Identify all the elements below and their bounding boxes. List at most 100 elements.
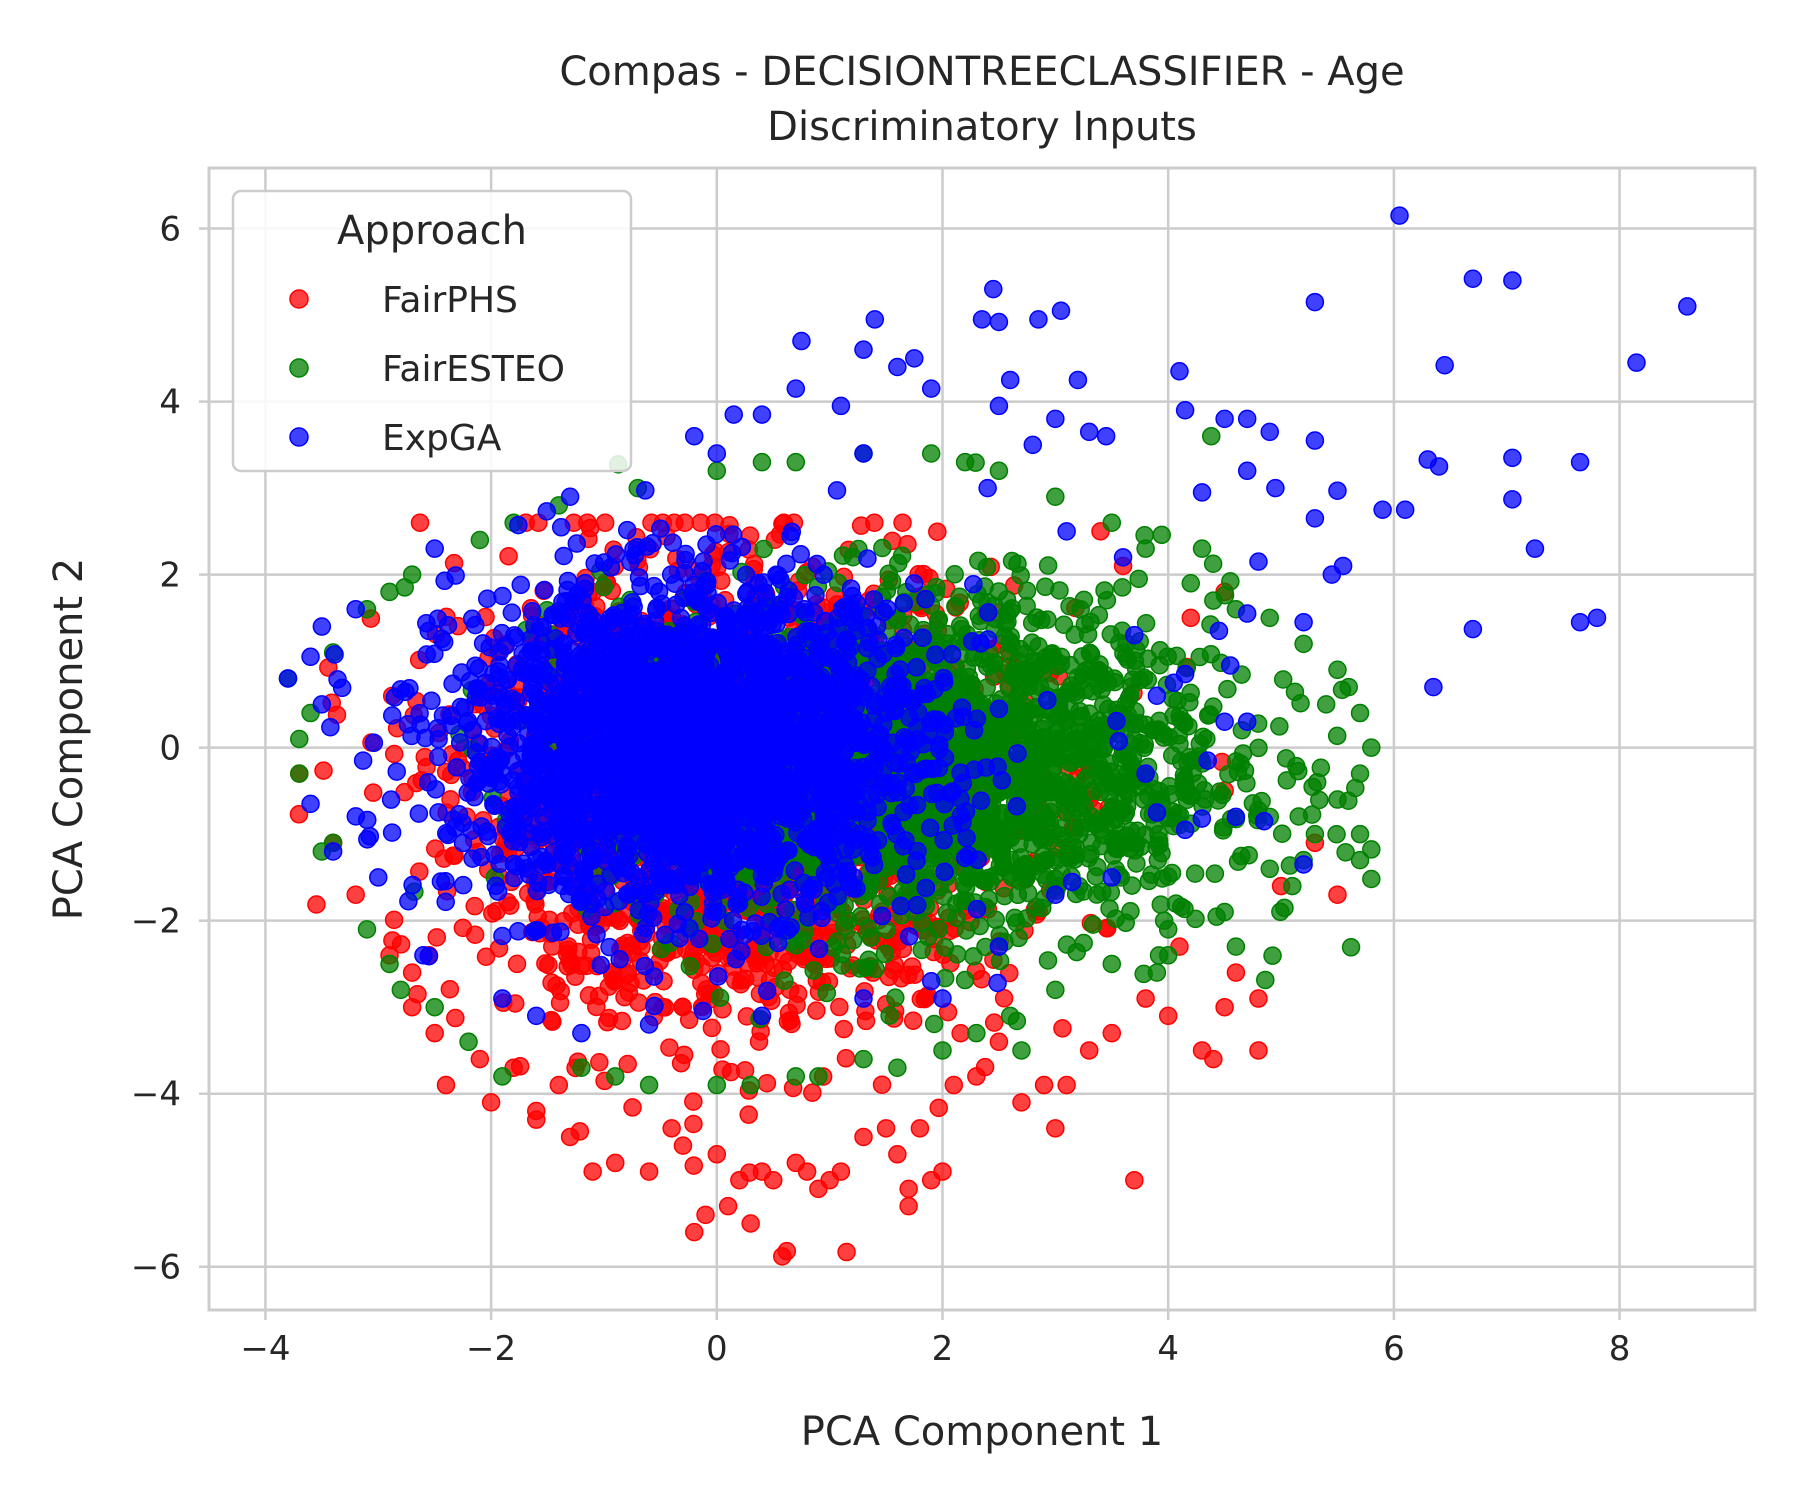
- scatter-point: [384, 744, 404, 764]
- scatter-point: [380, 954, 399, 974]
- scatter-point: [1017, 774, 1036, 793]
- scatter-point: [1294, 634, 1313, 654]
- scatter-point: [718, 1196, 738, 1216]
- scatter-point: [933, 1041, 952, 1060]
- scatter-point: [1001, 627, 1020, 646]
- scatter-point: [1079, 704, 1099, 723]
- scatter-point: [1046, 487, 1065, 507]
- scatter-point: [1215, 997, 1234, 1017]
- scatter-point: [1134, 738, 1154, 758]
- scatter-point: [594, 577, 614, 597]
- scatter-point: [1243, 794, 1263, 813]
- scatter-point: [587, 997, 606, 1017]
- scatter-point: [1163, 746, 1182, 765]
- scatter-point: [436, 1075, 456, 1095]
- scatter-point: [875, 944, 895, 964]
- scatter-point: [684, 1222, 704, 1242]
- scatter-point: [707, 461, 727, 481]
- scatter-point: [679, 1010, 699, 1030]
- scatter-point: [426, 839, 445, 858]
- scatter-point: [817, 983, 837, 1003]
- scatter-point: [888, 1058, 907, 1078]
- scatter-point: [346, 885, 365, 904]
- scatter-point: [820, 1170, 839, 1190]
- scatter-point: [384, 910, 404, 930]
- scatter-point: [873, 538, 892, 558]
- scatter-point: [402, 565, 422, 584]
- scatter-point: [459, 1032, 478, 1052]
- scatter-point: [1178, 753, 1197, 772]
- scatter-point: [1139, 871, 1159, 891]
- scatter-point: [353, 751, 373, 770]
- scatter-point: [1055, 788, 1075, 807]
- scatter-point: [1036, 577, 1055, 597]
- scatter-point: [1075, 810, 1095, 830]
- scatter-point: [499, 546, 518, 566]
- scatter-point: [741, 1075, 760, 1095]
- scatter-point: [951, 1023, 970, 1043]
- scatter-point: [1093, 740, 1113, 759]
- scatter-point: [1018, 883, 1038, 903]
- scatter-point: [1328, 660, 1347, 680]
- scatter-point: [1000, 1006, 1020, 1026]
- scatter-point: [1149, 831, 1169, 850]
- scatter-point: [684, 1092, 703, 1111]
- scatter-point: [984, 1013, 1004, 1032]
- scatter-point: [876, 1119, 896, 1138]
- scatter-point: [535, 580, 554, 600]
- scatter-point: [1162, 863, 1182, 883]
- scatter-point: [1057, 1075, 1076, 1095]
- scatter-point: [1038, 951, 1058, 970]
- scatter-point: [1180, 693, 1199, 712]
- scatter-point: [969, 551, 988, 571]
- scatter-point: [964, 574, 983, 594]
- scatter-point: [1113, 578, 1132, 597]
- scatter-point: [1075, 771, 1095, 790]
- scatter-point: [1146, 720, 1166, 740]
- scatter-point: [752, 452, 772, 472]
- scatter-point: [879, 967, 899, 987]
- scatter-point: [1027, 608, 1046, 627]
- scatter-point: [483, 904, 502, 923]
- scatter-point: [619, 983, 639, 1002]
- scatter-point: [1060, 753, 1080, 773]
- scatter-point: [1277, 771, 1297, 790]
- scatter-point: [1316, 695, 1336, 714]
- scatter-point: [290, 764, 309, 783]
- scatter-point: [1260, 859, 1280, 879]
- scatter-point: [851, 516, 871, 535]
- scatter-point: [673, 1136, 693, 1155]
- scatter-point: [1147, 963, 1167, 982]
- scatter-point: [1190, 734, 1210, 754]
- scatter-point: [1130, 670, 1150, 690]
- scatter-point: [1177, 780, 1196, 799]
- scatter-point: [1103, 797, 1123, 816]
- scatter-point: [1260, 608, 1280, 628]
- scatter-point: [696, 1205, 715, 1225]
- scatter-point: [984, 652, 1004, 672]
- scatter-point: [967, 1023, 986, 1043]
- scatter-point: [893, 513, 912, 532]
- scatter-point: [618, 964, 638, 983]
- scatter-point: [1095, 581, 1114, 600]
- scatter-point: [1204, 697, 1223, 716]
- scatter-point: [583, 1162, 602, 1181]
- scatter-point: [410, 513, 430, 532]
- scatter-point: [891, 896, 911, 916]
- scatter-point: [1181, 574, 1201, 593]
- scatter-point: [1203, 554, 1223, 573]
- scatter-point: [979, 868, 998, 888]
- scatter-point: [476, 947, 496, 966]
- scatter-point: [830, 997, 849, 1017]
- scatter-point: [707, 1145, 727, 1164]
- scatter-point: [702, 1018, 722, 1038]
- scatter-point: [527, 1110, 546, 1129]
- scatter-point: [775, 971, 794, 991]
- scatter-point: [1350, 764, 1370, 783]
- scatter-point: [955, 970, 975, 990]
- scatter-point: [713, 1060, 732, 1079]
- scatter-point: [955, 452, 975, 472]
- scatter-point: [1102, 954, 1122, 974]
- scatter-point: [1202, 426, 1221, 446]
- scatter-point: [1158, 946, 1178, 965]
